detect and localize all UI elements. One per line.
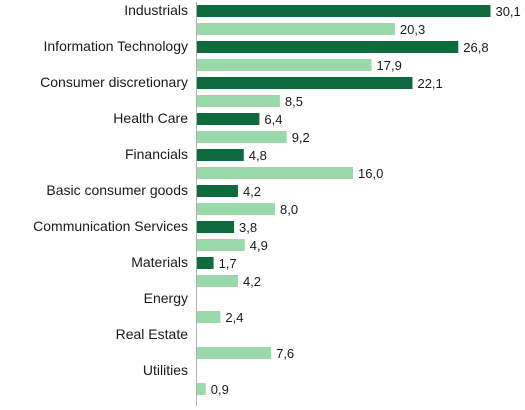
- bar-basic-consumer-goods-series-2: [197, 203, 275, 215]
- category-label-energy: Energy: [144, 290, 188, 306]
- category-label-consumer-discretionary: Consumer discretionary: [40, 74, 188, 90]
- bar-communication-services-series-2: [197, 239, 245, 251]
- category-label-basic-consumer-goods: Basic consumer goods: [46, 182, 188, 198]
- category-label-real-estate: Real Estate: [116, 326, 189, 342]
- bar-health-care-series-2: [197, 131, 287, 143]
- category-label-health-care: Health Care: [113, 110, 188, 126]
- value-label-real-estate-series-2: 7,6: [276, 346, 294, 361]
- bar-industrials-series-1: [197, 5, 491, 17]
- value-label-energy-series-2: 2,4: [225, 310, 243, 325]
- value-label-basic-consumer-goods-series-1: 4,2: [243, 184, 261, 199]
- category-label-financials: Financials: [125, 146, 188, 162]
- value-label-materials-series-2: 4,2: [243, 274, 261, 289]
- bar-energy-series-2: [197, 311, 221, 323]
- bar-consumer-discretionary-series-2: [197, 95, 280, 107]
- bars: [197, 5, 491, 395]
- value-label-communication-services-series-2: 4,9: [250, 238, 268, 253]
- value-label-information-technology-series-1: 26,8: [463, 40, 488, 55]
- bar-communication-services-series-1: [197, 221, 235, 233]
- bar-information-technology-series-1: [197, 41, 459, 53]
- value-labels: 30,1 20,3 26,8 17,9 22,1 8,56,4 9,2 4,8 16,0 4,2 8…: [211, 4, 521, 397]
- bar-financials-series-2: [197, 167, 353, 179]
- bar-financials-series-1: [197, 149, 244, 161]
- bar-information-technology-series-2: [197, 59, 372, 71]
- value-label-health-care-series-1: 6,4: [264, 112, 282, 127]
- value-label-financials-series-1: 4,8: [249, 148, 267, 163]
- bar-real-estate-series-2: [197, 347, 272, 359]
- value-label-consumer-discretionary-series-2: 8,5: [285, 94, 303, 109]
- category-labels: Industrials Information Technology Consume…: [33, 2, 188, 378]
- value-label-industrials-series-1: 30,1: [495, 4, 520, 19]
- category-label-communication-services: Communication Services: [33, 218, 188, 234]
- category-label-utilities: Utilities: [143, 362, 188, 378]
- value-label-communication-services-series-1: 3,8: [239, 220, 257, 235]
- value-label-health-care-series-2: 9,2: [292, 130, 310, 145]
- bar-basic-consumer-goods-series-1: [197, 185, 238, 197]
- value-label-consumer-discretionary-series-1: 22,1: [417, 76, 442, 91]
- bar-utilities-series-2: [197, 383, 206, 395]
- bar-materials-series-1: [197, 257, 214, 269]
- bar-consumer-discretionary-series-1: [197, 77, 413, 89]
- value-label-financials-series-2: 16,0: [358, 166, 383, 181]
- bar-industrials-series-2: [197, 23, 395, 35]
- category-label-industrials: Industrials: [124, 2, 188, 18]
- category-label-information-technology: Information Technology: [44, 38, 189, 54]
- bar-health-care-series-1: [197, 113, 260, 125]
- value-label-information-technology-series-2: 17,9: [377, 58, 402, 73]
- value-label-utilities-series-2: 0,9: [211, 382, 229, 397]
- bar-materials-series-2: [197, 275, 238, 287]
- value-label-industrials-series-2: 20,3: [400, 22, 425, 37]
- value-label-basic-consumer-goods-series-2: 8,0: [280, 202, 298, 217]
- value-label-materials-series-1: 1,7: [219, 256, 237, 271]
- category-label-materials: Materials: [131, 254, 188, 270]
